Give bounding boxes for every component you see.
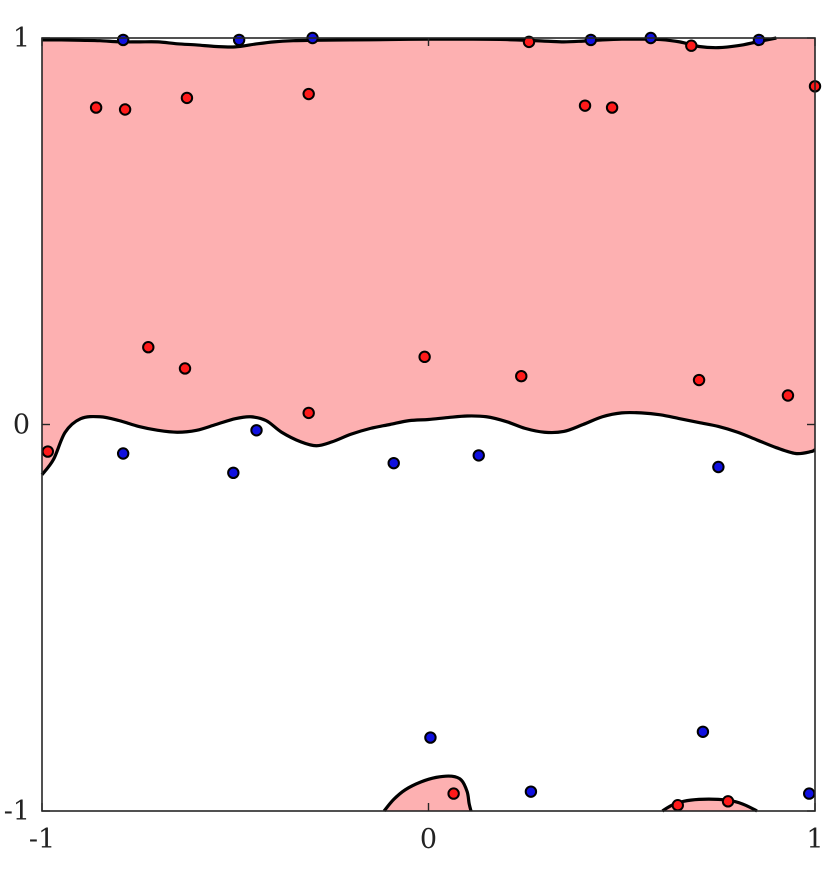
point-blue-12 (424, 731, 437, 744)
y-tick-label: -1 (4, 796, 30, 827)
point-red-2 (118, 103, 132, 116)
point-red-13 (685, 39, 698, 52)
point-red-5 (178, 362, 192, 375)
x-tick-label: 1 (806, 824, 823, 855)
point-red-1 (89, 101, 103, 114)
point-red-14 (692, 373, 706, 387)
point-blue-7 (250, 424, 263, 437)
boundary-upper-lower (40, 410, 816, 476)
point-red-19 (721, 795, 735, 808)
point-red-7 (302, 406, 315, 420)
point-blue-11 (712, 460, 725, 474)
y-tick-label: 1 (13, 23, 30, 54)
x-tick-label: 0 (420, 824, 437, 855)
point-blue-3 (584, 33, 598, 47)
point-red-6 (302, 87, 315, 101)
point-blue-5 (752, 33, 766, 47)
point-red-10 (522, 35, 536, 49)
point-red-17 (447, 787, 460, 800)
point-blue-6 (116, 447, 130, 460)
region-upper (42, 38, 815, 475)
point-red-0 (41, 445, 54, 458)
point-red-8 (418, 350, 431, 364)
point-red-9 (515, 369, 528, 383)
y-tick-label: 0 (13, 410, 30, 441)
point-blue-1 (232, 33, 246, 47)
x-tick-label: -1 (29, 824, 55, 855)
point-blue-10 (472, 449, 485, 462)
axes-layer: -1 0 1 -1 0 1 (4, 23, 824, 855)
point-red-4 (142, 341, 155, 354)
point-blue-0 (116, 33, 130, 47)
region-bottom-left (384, 776, 472, 811)
point-blue-15 (803, 787, 816, 800)
point-red-12 (605, 101, 619, 114)
point-blue-13 (524, 785, 538, 798)
point-blue-9 (387, 456, 400, 470)
point-red-3 (180, 91, 194, 105)
point-red-18 (671, 799, 684, 812)
point-red-15 (781, 389, 795, 402)
points-layer (41, 31, 822, 812)
point-blue-8 (227, 466, 240, 480)
boundary-bottom-left (382, 774, 473, 813)
point-red-11 (578, 99, 592, 112)
regions-layer (42, 38, 815, 811)
point-blue-14 (696, 725, 710, 738)
